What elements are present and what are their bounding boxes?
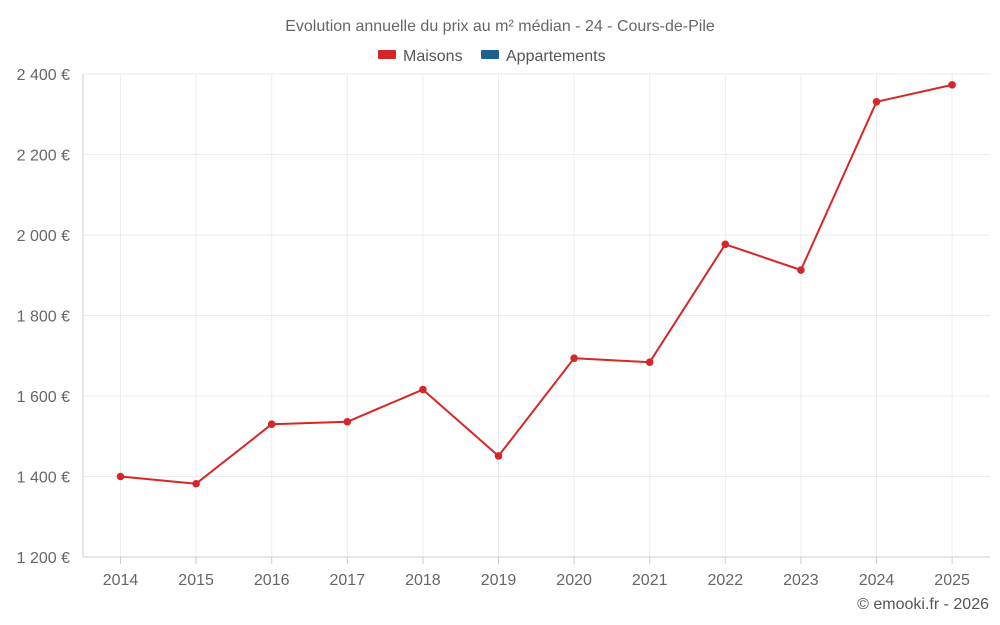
data-point-maisons[interactable] <box>797 266 805 274</box>
x-tick-label: 2017 <box>330 572 366 589</box>
data-point-maisons[interactable] <box>494 452 503 460</box>
legend-item-appartements[interactable]: Appartements <box>481 48 606 65</box>
data-point-maisons[interactable] <box>948 81 956 89</box>
y-tick-label: 2 200 € <box>17 148 70 165</box>
chart-title: Evolution annuelle du prix au m² médian … <box>285 18 715 35</box>
x-tick-label: 2025 <box>934 572 970 589</box>
data-point-maisons[interactable] <box>872 97 881 106</box>
x-tick-label: 2019 <box>481 572 517 589</box>
legend-label-appartements: Appartements <box>506 48 606 65</box>
gridlines <box>83 73 990 557</box>
y-axis-ticks: 1 200 € 1 400 € 1 600 € 1 800 € 2 000 € 2 200… <box>17 67 70 567</box>
data-point-maisons[interactable] <box>645 358 654 366</box>
legend-label-maisons: Maisons <box>403 48 463 65</box>
data-point-maisons[interactable] <box>267 420 276 428</box>
series-maisons <box>116 81 956 488</box>
x-axis-ticks: 2014 2015 2016 2017 2018 2019 2020 2021 2022 2023… <box>103 572 970 589</box>
data-point-maisons[interactable] <box>570 354 578 362</box>
data-point-maisons[interactable] <box>343 417 352 426</box>
y-tick-label: 1 400 € <box>17 470 70 487</box>
y-tick-label: 1 200 € <box>17 550 70 567</box>
legend-swatch-maisons <box>378 50 396 59</box>
data-point-maisons[interactable] <box>116 472 125 481</box>
data-point-maisons[interactable] <box>419 385 427 394</box>
y-tick-label: 2 400 € <box>17 67 70 84</box>
legend-item-maisons[interactable]: Maisons <box>378 48 463 65</box>
x-tick-label: 2022 <box>708 572 744 589</box>
y-tick-label: 1 800 € <box>17 309 70 326</box>
x-tick-label: 2024 <box>859 572 895 589</box>
x-tick-label: 2018 <box>405 572 441 589</box>
series-line-maisons <box>120 83 953 485</box>
data-point-maisons[interactable] <box>721 240 730 249</box>
x-tick-label: 2016 <box>254 572 290 589</box>
x-tick-label: 2021 <box>632 572 668 589</box>
x-tick-label: 2015 <box>178 572 214 589</box>
axes <box>82 74 990 564</box>
x-tick-label: 2023 <box>783 572 819 589</box>
copyright-footer: © emooki.fr - 2026 <box>857 596 989 613</box>
y-tick-label: 2 000 € <box>17 228 70 245</box>
data-point-maisons[interactable] <box>192 479 200 488</box>
x-tick-label: 2014 <box>103 572 139 589</box>
legend: Maisons Appartements <box>378 48 606 65</box>
legend-swatch-appartements <box>481 50 499 59</box>
x-tick-label: 2020 <box>556 572 592 589</box>
y-tick-label: 1 600 € <box>17 389 70 406</box>
